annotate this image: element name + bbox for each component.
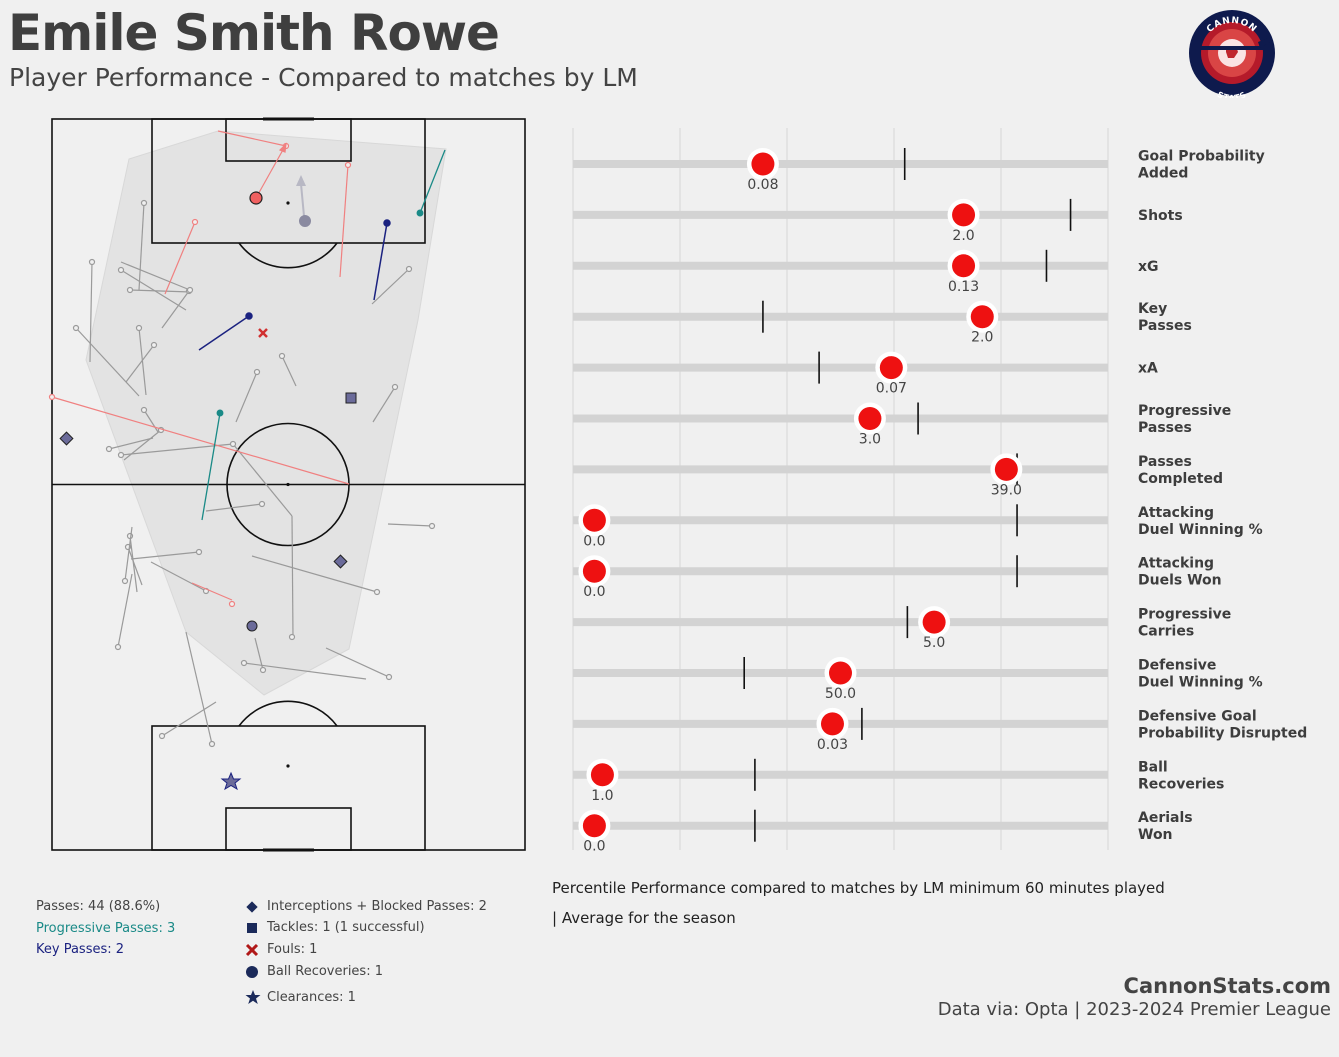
metric-marker	[970, 305, 994, 329]
progressive-passes	[201, 149, 446, 521]
metric-name-label: Probability Disrupted	[1138, 725, 1307, 741]
metric-value-label: 1.0	[591, 788, 613, 804]
metric-marker	[858, 407, 882, 430]
tackles-legend: Tackles: 1 (1 successful)	[245, 920, 425, 935]
metric-value-label: 2.0	[971, 330, 993, 346]
metric-name-label: Goal Probability	[1138, 149, 1265, 165]
metric-value-label: 5.0	[923, 635, 945, 651]
page-subtitle: Player Performance - Compared to matches…	[9, 63, 638, 92]
failed-passes	[48, 130, 352, 608]
metric-marker	[952, 203, 976, 227]
metric-name-label: Key	[1138, 301, 1167, 317]
metric-value-label: 0.0	[583, 839, 605, 855]
carry-arrow	[296, 175, 311, 227]
metric-marker	[829, 661, 852, 685]
data-source: Data via: Opta | 2023-2024 Premier Leagu…	[937, 999, 1331, 1020]
fouls-legend: Fouls: 1	[245, 942, 317, 957]
metric-name-label: Duels Won	[1138, 573, 1222, 589]
metric-marker	[952, 254, 976, 278]
metric-marker	[582, 559, 606, 583]
metric-marker	[582, 508, 606, 532]
progressive-passes-legend: Progressive Passes: 3	[36, 921, 176, 936]
metric-value-label: 0.0	[583, 533, 605, 549]
metric-value-label: 2.0	[952, 228, 974, 244]
metric-value-label: 0.03	[817, 737, 848, 753]
metric-name-label: Passes	[1138, 318, 1192, 334]
ball-recovery-marker	[246, 620, 258, 632]
metric-name-label: Shots	[1138, 208, 1183, 224]
key-passes	[198, 219, 391, 351]
average-note: | Average for the season	[552, 909, 736, 927]
completed-passes	[72, 199, 436, 748]
interception-marker	[59, 431, 74, 446]
metric-name-label: Carries	[1138, 624, 1194, 640]
shot-marker	[249, 191, 263, 205]
goal-lines	[263, 117, 314, 852]
clearance-marker	[220, 771, 242, 791]
metric-name-label: Ball	[1138, 759, 1168, 775]
metric-name-label: Recoveries	[1138, 776, 1224, 792]
penalty-spot-bottom	[286, 764, 290, 768]
foul-marker	[258, 328, 268, 338]
key-passes-legend: Key Passes: 2	[36, 942, 125, 957]
metric-name-label: Defensive Goal	[1138, 708, 1257, 724]
square-icon	[245, 921, 267, 935]
metric-value-label: 0.13	[948, 279, 979, 295]
x-axis-label: Percentile Performance compared to match…	[552, 879, 1165, 897]
metric-name-label: Completed	[1138, 471, 1223, 487]
metric-name-label: Defensive	[1138, 658, 1216, 674]
metric-name-label: Duel Winning %	[1138, 675, 1263, 691]
metric-marker	[879, 356, 903, 380]
metric-name-label: Duel Winning %	[1138, 522, 1263, 538]
metric-value-label: 0.08	[747, 177, 778, 193]
metric-marker	[751, 152, 775, 176]
metric-name-label: Won	[1138, 827, 1173, 843]
tackle-marker	[345, 392, 357, 404]
metric-value-label: 50.0	[825, 686, 856, 702]
metric-name-label: xG	[1138, 259, 1159, 275]
diamond-icon	[245, 900, 267, 914]
metric-name-label: Passes	[1138, 420, 1192, 436]
metric-name-label: Added	[1138, 166, 1188, 182]
metric-marker	[582, 814, 606, 838]
metric-value-label: 3.0	[859, 432, 881, 448]
metric-value-label: 0.0	[583, 584, 605, 600]
centre-spot	[286, 482, 290, 487]
metric-marker	[590, 763, 614, 787]
ball-recoveries-legend: Ball Recoveries: 1	[245, 964, 383, 979]
cannonstats-logo: CANNON STATS	[1186, 8, 1278, 103]
pitch-map	[46, 112, 532, 862]
metric-marker	[820, 712, 844, 736]
page-title: Emile Smith Rowe	[8, 4, 500, 62]
interceptions-legend: Interceptions + Blocked Passes: 2	[245, 899, 487, 914]
metric-name-label: Passes	[1138, 454, 1192, 470]
circle-icon	[245, 965, 267, 979]
metric-marker	[922, 610, 946, 634]
metric-name-label: Attacking	[1138, 556, 1214, 572]
site-name: CannonStats.com	[1123, 974, 1331, 998]
interception-marker	[333, 554, 348, 569]
metric-name-label: Attacking	[1138, 505, 1214, 521]
cross-icon	[245, 943, 267, 957]
clearances-legend: Clearances: 1	[245, 989, 356, 1005]
metric-name-label: Progressive	[1138, 403, 1231, 419]
action-hull	[85, 130, 447, 696]
star-icon	[245, 989, 267, 1005]
penalty-spot-top	[286, 201, 290, 205]
metric-name-label: Progressive	[1138, 607, 1231, 623]
metric-marker	[994, 457, 1018, 481]
metric-value-label: 0.07	[876, 381, 907, 397]
metric-value-label: 39.0	[991, 482, 1022, 498]
metric-name-label: xA	[1138, 361, 1158, 377]
metric-name-label: Aerials	[1138, 810, 1193, 826]
passes-legend: Passes: 44 (88.6%)	[36, 899, 161, 914]
